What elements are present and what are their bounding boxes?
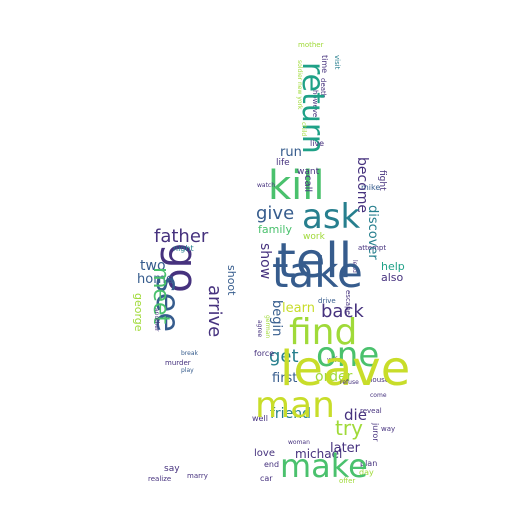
word-family: family — [258, 223, 292, 236]
word-show: show — [257, 243, 273, 280]
word-visit: visit — [333, 55, 341, 70]
word-later: later — [330, 441, 361, 456]
word-child: child — [300, 122, 307, 137]
word-end: end — [264, 460, 280, 469]
word-friend: friend — [270, 406, 311, 422]
word-woman: woman — [288, 439, 310, 446]
word-watch: watch — [257, 182, 276, 189]
word-force: force — [254, 349, 275, 358]
word-michael: michael — [295, 447, 343, 461]
word-juror: juror — [371, 423, 380, 442]
word-car: car — [260, 474, 273, 483]
word-murder: murder — [165, 359, 191, 367]
word-george: george — [132, 293, 145, 332]
word-house: house — [368, 376, 390, 384]
word-man: man — [255, 385, 335, 426]
word-give: give — [256, 203, 295, 224]
word-make: make — [280, 447, 368, 485]
word-love: love — [254, 448, 275, 459]
word-get: get — [269, 346, 299, 367]
word-realize: realize — [148, 475, 172, 483]
word-die: die — [344, 406, 367, 424]
word-kill: kill — [268, 163, 325, 209]
word-live: live — [310, 139, 325, 148]
word-say: say — [164, 464, 180, 474]
word-another: another — [153, 308, 160, 332]
word-drive: drive — [318, 297, 336, 305]
word-also: also — [381, 271, 404, 284]
word-tell: tell — [277, 233, 353, 289]
word-order: order — [315, 369, 353, 385]
word-run: run — [280, 145, 302, 160]
word-first: first — [272, 371, 298, 386]
word-attempt: attempt — [358, 244, 387, 252]
word-learn: learn — [282, 301, 315, 316]
word-help: help — [381, 260, 405, 273]
word-day: day — [359, 468, 374, 477]
word-shoot: shoot — [225, 265, 238, 296]
word-find: find — [289, 312, 358, 353]
word-want: want — [297, 167, 320, 177]
word-leave: leave — [280, 341, 411, 397]
word-plan: plan — [360, 459, 378, 468]
word-home: home — [137, 272, 174, 287]
word-night: night — [173, 244, 194, 253]
word-marry: marry — [187, 472, 208, 480]
word-one: one — [316, 335, 380, 375]
word-mother: mother — [298, 41, 324, 49]
word-wife: wife — [327, 356, 342, 364]
word-german: german — [264, 315, 271, 339]
word-take: take — [272, 248, 363, 297]
word-well: well — [252, 414, 268, 423]
word-offer: offer — [339, 477, 356, 485]
word-arrive: arrive — [204, 285, 225, 338]
word-agree: agree — [256, 320, 263, 338]
word-come: come — [370, 392, 387, 399]
word-work: work — [303, 232, 325, 242]
word-call: call — [302, 175, 313, 193]
word-way: way — [381, 425, 396, 433]
word-back: back — [321, 301, 364, 322]
word-mike: mike — [361, 183, 381, 192]
word-reveal: reveal — [360, 407, 382, 415]
word-life: life — [276, 158, 290, 168]
word-refuse: refuse — [340, 379, 359, 386]
word-father: father — [154, 226, 209, 247]
word-ask: ask — [302, 197, 361, 237]
word-two: two — [140, 258, 166, 274]
word-play: play — [181, 367, 194, 374]
word-try: try — [335, 416, 363, 440]
word-break: break — [181, 350, 198, 357]
